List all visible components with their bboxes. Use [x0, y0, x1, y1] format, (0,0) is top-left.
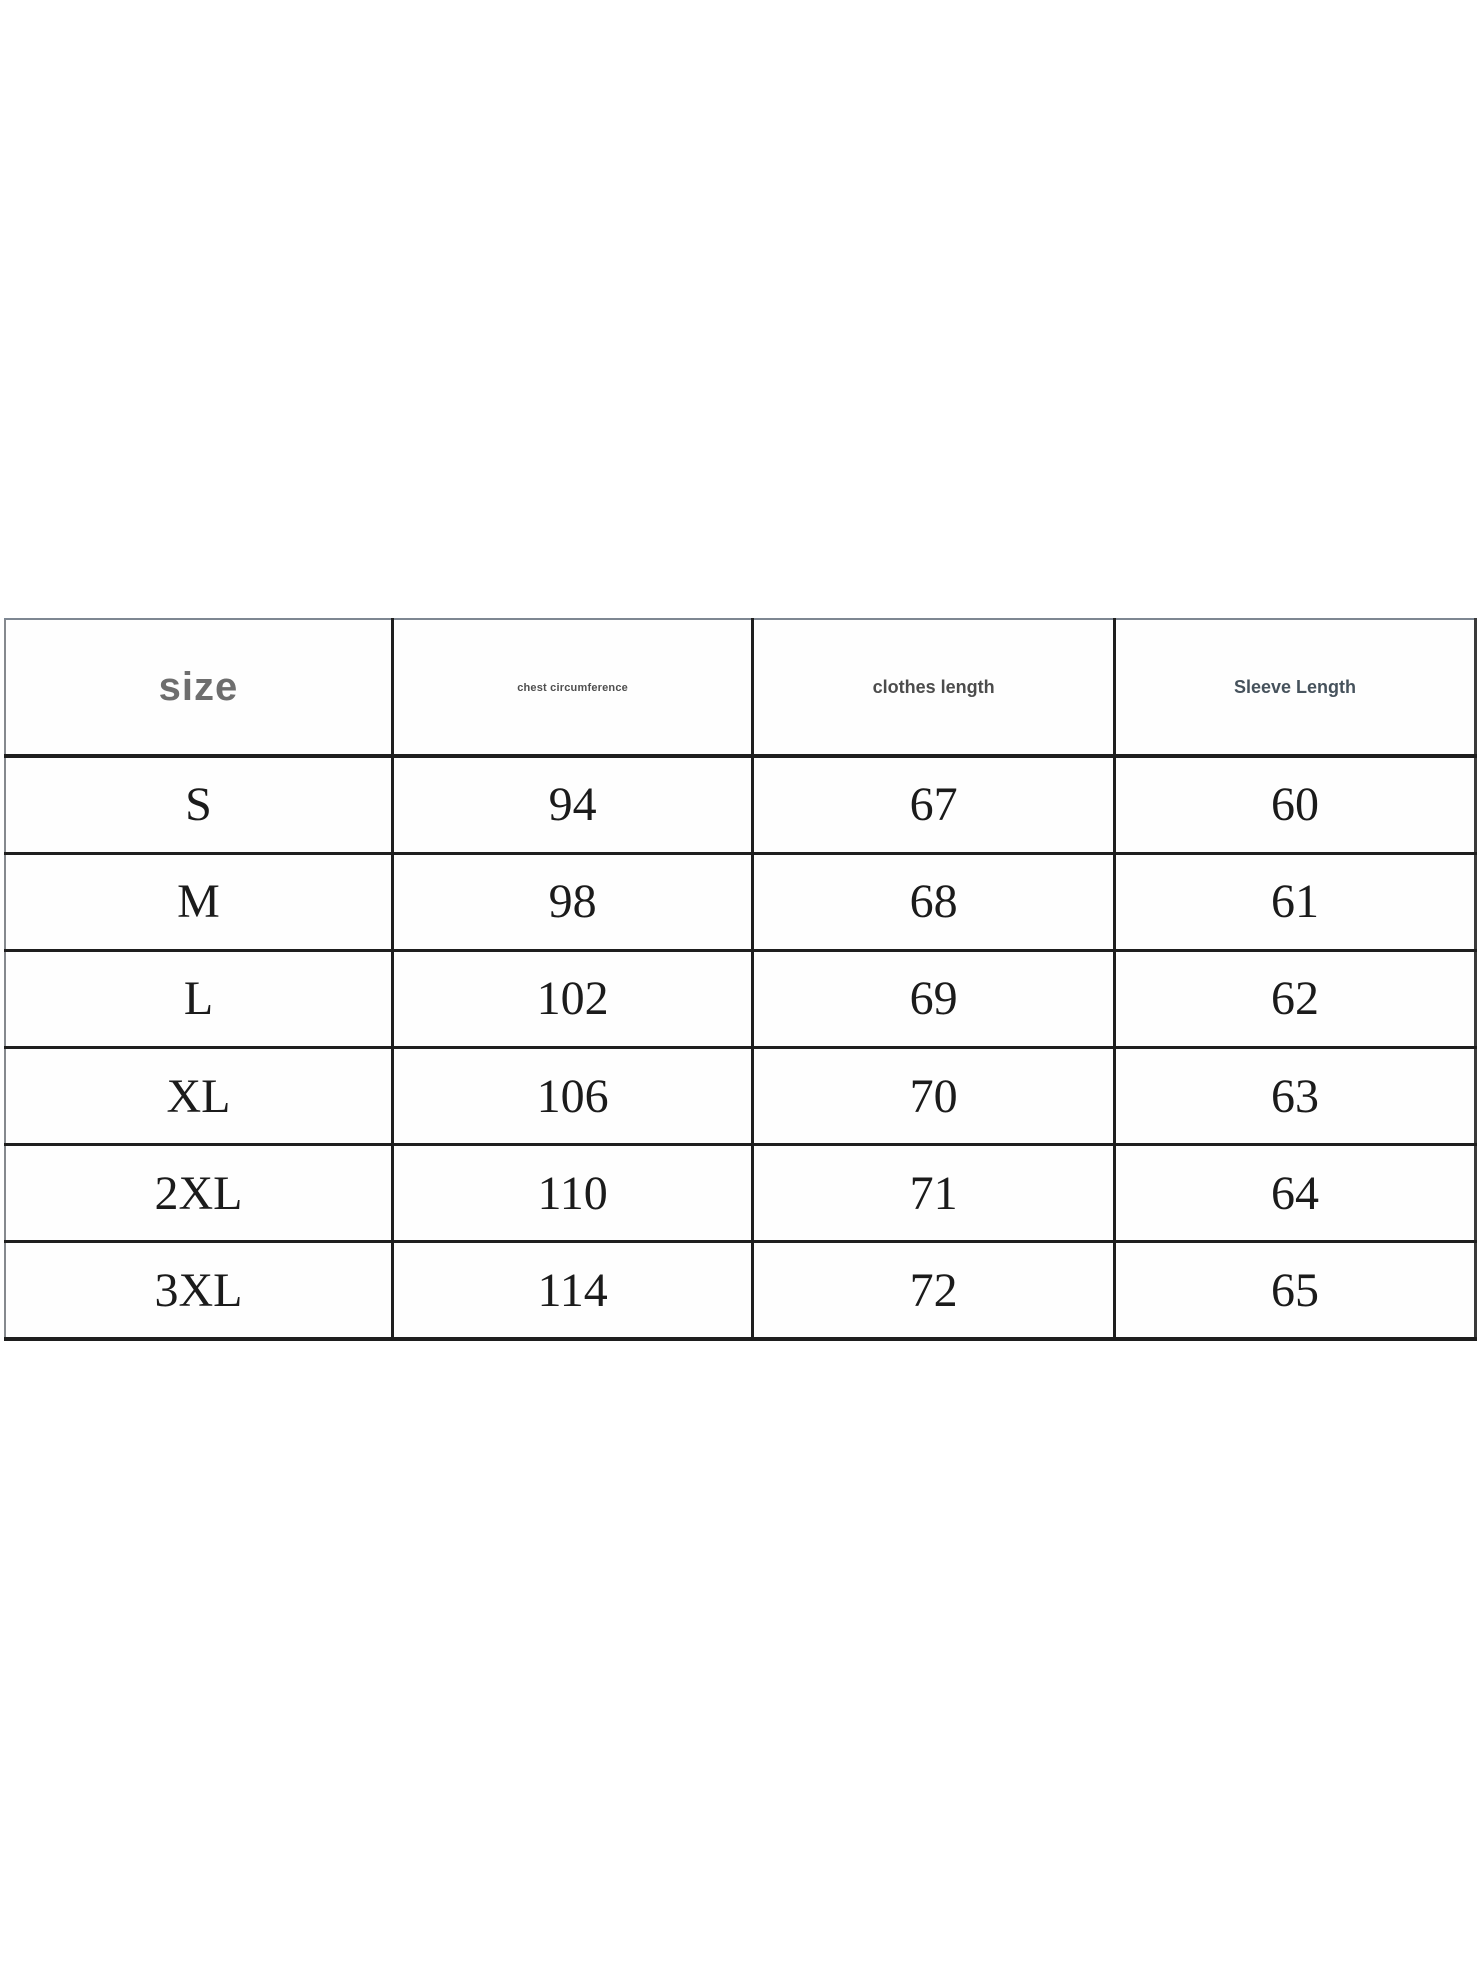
column-header-sleeve-length: Sleeve Length: [1112, 618, 1478, 758]
clothes-length-cell: 69: [751, 948, 1116, 1049]
header-row: size chest circumference clothes length …: [3, 618, 1478, 758]
chest-cell: 114: [390, 1240, 755, 1342]
sleeve-length-cell: 64: [1112, 1143, 1478, 1244]
sleeve-length-header-label: Sleeve Length: [1233, 676, 1356, 697]
chest-cell: 102: [390, 948, 755, 1049]
table-row-3xl: 3XL 114 72 65: [3, 1240, 1478, 1342]
sleeve-length-cell: 63: [1112, 1045, 1478, 1147]
chest-cell: 110: [390, 1143, 755, 1244]
size-cell: S: [3, 754, 394, 855]
chest-cell: 106: [390, 1045, 755, 1147]
sleeve-length-cell: 61: [1112, 851, 1478, 952]
chest-circumference-header-label: chest circumference: [517, 682, 628, 694]
table-row-m: M 98 68 61: [3, 851, 1478, 952]
size-cell: XL: [3, 1045, 394, 1147]
clothes-length-cell: 70: [751, 1045, 1116, 1147]
chest-cell: 94: [390, 754, 755, 855]
clothes-length-cell: 71: [751, 1143, 1116, 1244]
clothes-length-cell: 72: [751, 1240, 1116, 1342]
table-row-2xl: 2XL 110 71 64: [3, 1143, 1478, 1244]
chest-cell: 98: [390, 851, 755, 952]
column-header-size: size: [3, 618, 394, 758]
table-row-xl: XL 106 70 63: [3, 1045, 1478, 1147]
table-row-l: L 102 69 62: [3, 948, 1478, 1049]
clothes-length-cell: 68: [751, 851, 1116, 952]
sleeve-length-cell: 65: [1112, 1240, 1478, 1342]
table-row-s: S 94 67 60: [3, 754, 1478, 855]
clothes-length-cell: 67: [751, 754, 1116, 855]
size-cell: L: [3, 948, 394, 1049]
sleeve-length-cell: 62: [1112, 948, 1478, 1049]
size-header-label: size: [158, 664, 239, 709]
column-header-chest-circumference: chest circumference: [390, 618, 755, 758]
size-chart-table: size chest circumference clothes length …: [3, 618, 1478, 1342]
size-cell: 2XL: [3, 1143, 394, 1244]
sleeve-length-cell: 60: [1112, 754, 1478, 855]
size-cell: M: [3, 851, 394, 952]
column-header-clothes-length: clothes length: [751, 618, 1116, 758]
clothes-length-header-label: clothes length: [872, 676, 995, 697]
size-cell: 3XL: [3, 1240, 394, 1342]
